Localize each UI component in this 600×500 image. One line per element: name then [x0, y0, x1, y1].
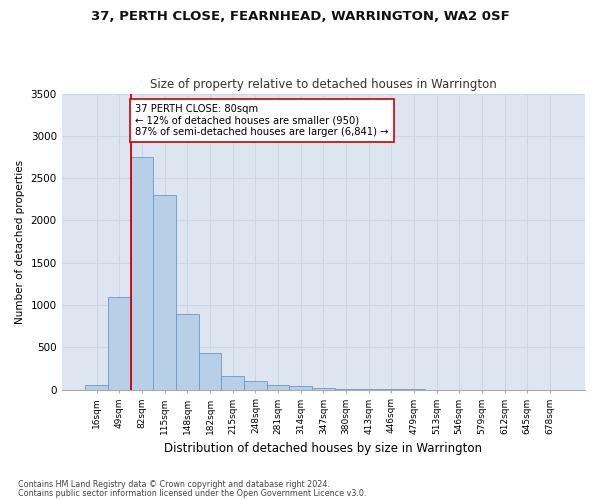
Bar	[244, 381, 266, 390]
Text: Contains HM Land Registry data © Crown copyright and database right 2024.: Contains HM Land Registry data © Crown c…	[18, 480, 330, 489]
Bar	[266, 384, 289, 390]
Text: 37, PERTH CLOSE, FEARNHEAD, WARRINGTON, WA2 0SF: 37, PERTH CLOSE, FEARNHEAD, WARRINGTON, …	[91, 10, 509, 23]
Bar	[221, 376, 244, 390]
Bar	[154, 195, 176, 390]
Bar	[199, 354, 221, 390]
Bar	[312, 388, 335, 390]
Y-axis label: Number of detached properties: Number of detached properties	[15, 160, 25, 324]
Bar	[131, 157, 154, 390]
Bar	[176, 314, 199, 390]
X-axis label: Distribution of detached houses by size in Warrington: Distribution of detached houses by size …	[164, 442, 482, 455]
Bar	[335, 389, 358, 390]
Bar	[85, 386, 108, 390]
Text: Contains public sector information licensed under the Open Government Licence v3: Contains public sector information licen…	[18, 488, 367, 498]
Title: Size of property relative to detached houses in Warrington: Size of property relative to detached ho…	[150, 78, 497, 91]
Bar	[289, 386, 312, 390]
Bar	[108, 296, 131, 390]
Text: 37 PERTH CLOSE: 80sqm
← 12% of detached houses are smaller (950)
87% of semi-det: 37 PERTH CLOSE: 80sqm ← 12% of detached …	[135, 104, 389, 137]
